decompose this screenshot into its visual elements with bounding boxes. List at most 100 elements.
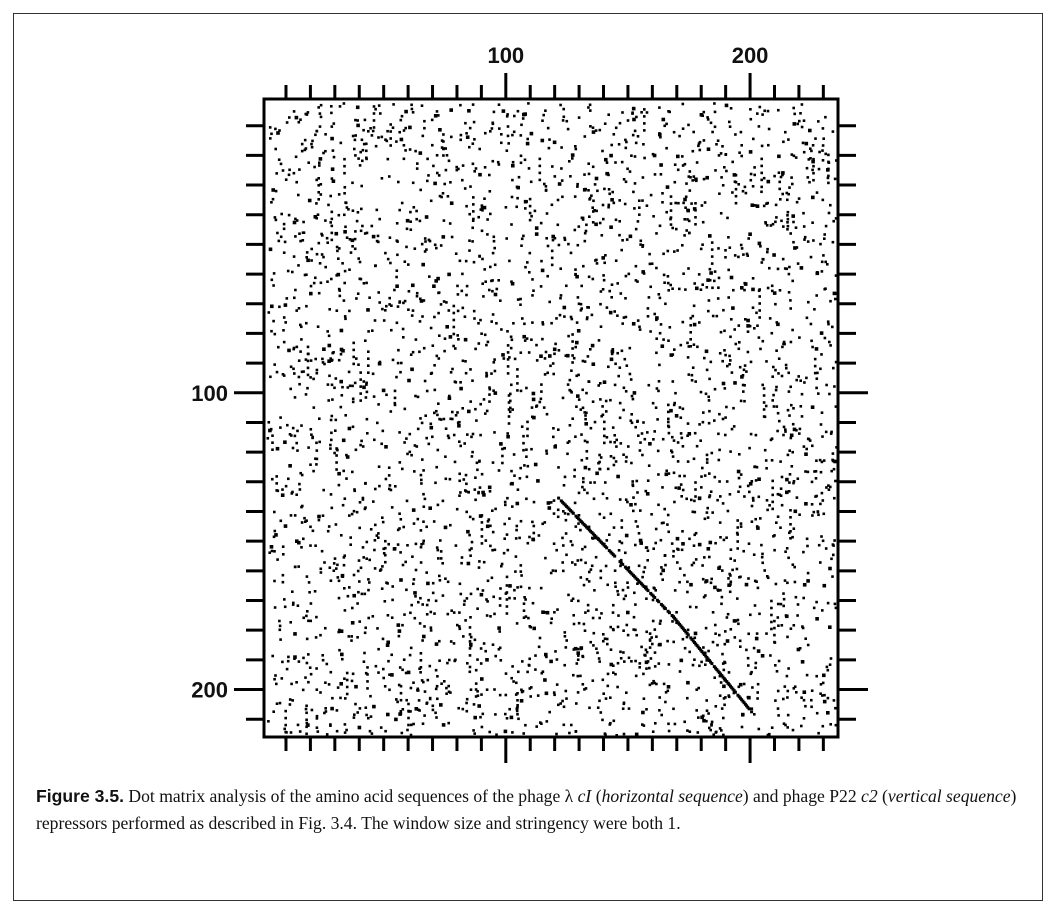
dot <box>268 247 273 252</box>
dot <box>286 269 290 273</box>
dot <box>291 446 295 450</box>
dot <box>532 500 536 504</box>
dot <box>724 416 727 419</box>
dot <box>787 667 790 670</box>
dot <box>381 520 385 524</box>
dot <box>576 651 580 655</box>
dot <box>505 717 509 720</box>
dot <box>701 243 704 246</box>
dot <box>414 595 417 598</box>
dot <box>317 184 320 187</box>
dot <box>293 632 297 636</box>
dot <box>642 672 645 676</box>
dot <box>457 706 460 710</box>
dot <box>510 481 514 486</box>
dot <box>492 110 496 114</box>
dot <box>709 581 713 585</box>
dot <box>434 668 438 672</box>
dot <box>689 316 693 320</box>
dot <box>401 623 404 627</box>
dot <box>636 220 640 223</box>
dot <box>831 240 835 244</box>
dot <box>660 713 663 717</box>
dot <box>598 699 601 703</box>
dot <box>509 346 513 350</box>
dot <box>818 150 821 154</box>
dot <box>336 272 341 277</box>
dot <box>786 635 789 639</box>
dot <box>330 414 334 418</box>
dot <box>594 176 599 181</box>
dot <box>812 157 815 161</box>
dot <box>746 695 750 699</box>
dot <box>400 114 404 118</box>
dot <box>630 660 633 663</box>
dot <box>575 340 579 345</box>
dot <box>809 147 812 150</box>
dot <box>556 223 560 227</box>
dot <box>454 252 458 255</box>
dot <box>779 526 782 529</box>
dot <box>800 696 803 699</box>
dot <box>608 192 611 196</box>
dot <box>626 119 630 122</box>
dot <box>435 154 439 157</box>
dot <box>757 727 761 731</box>
dot <box>446 612 450 616</box>
dot <box>790 403 793 407</box>
dot <box>683 646 687 650</box>
dot <box>344 697 347 700</box>
dot <box>544 556 547 560</box>
dot <box>773 640 776 644</box>
dot <box>528 197 532 201</box>
dot <box>755 580 758 583</box>
dot <box>400 731 404 735</box>
dot <box>302 656 305 660</box>
dot <box>812 178 815 182</box>
dot <box>398 431 401 434</box>
dot <box>669 217 672 221</box>
dot <box>603 441 606 445</box>
dot <box>637 564 641 568</box>
dot <box>437 557 440 560</box>
dot <box>408 450 412 454</box>
dot <box>339 347 344 352</box>
dot <box>729 628 733 631</box>
dot <box>648 646 652 649</box>
dot <box>503 500 507 504</box>
dot <box>658 642 662 647</box>
dot <box>574 435 577 438</box>
dot <box>756 526 760 530</box>
dot <box>528 535 531 539</box>
dot <box>510 223 513 226</box>
dot <box>528 251 532 255</box>
dot <box>411 283 415 288</box>
dot <box>550 249 554 253</box>
dot <box>681 164 685 167</box>
dot <box>397 629 402 633</box>
caption-text-6: c2 <box>861 786 878 806</box>
dot <box>421 134 425 138</box>
dot <box>456 293 460 296</box>
dot <box>762 394 766 397</box>
dot <box>587 189 590 192</box>
dot <box>478 560 481 563</box>
dot <box>693 431 697 435</box>
dot <box>510 280 513 283</box>
dot <box>819 242 822 246</box>
dot <box>333 386 336 390</box>
dot <box>698 664 701 668</box>
dot <box>776 267 780 271</box>
dot <box>473 317 476 320</box>
dot <box>271 188 275 192</box>
dot <box>345 678 349 682</box>
dot <box>331 398 334 401</box>
dot <box>825 383 828 387</box>
dot <box>747 237 750 240</box>
dot <box>393 401 397 405</box>
dot <box>485 524 490 529</box>
dot <box>588 103 592 107</box>
dot <box>384 138 387 141</box>
dot <box>467 490 470 494</box>
dot <box>335 447 338 450</box>
